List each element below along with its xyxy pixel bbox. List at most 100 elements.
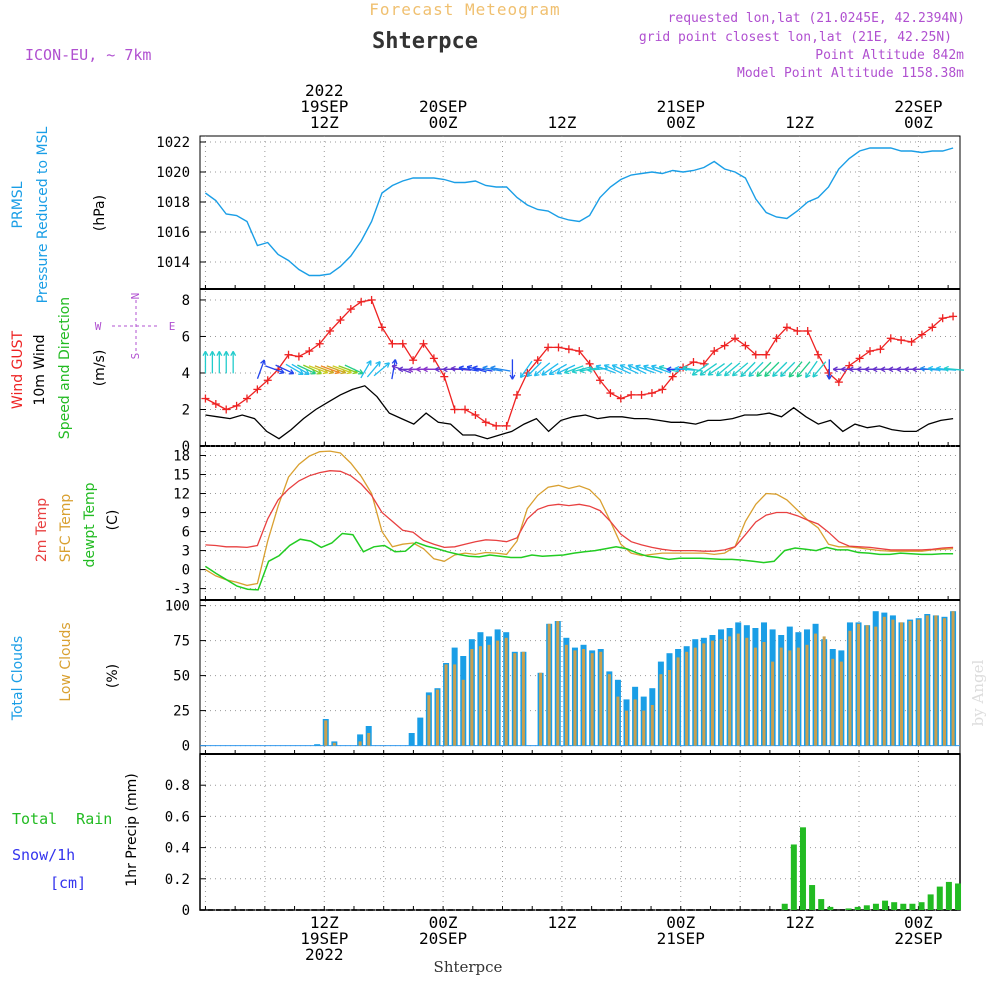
wind-arrow-head bbox=[888, 366, 894, 370]
pressure-label-prmsl: PRMSL bbox=[10, 181, 26, 228]
y-tick-label: 3 bbox=[182, 544, 190, 560]
wind-arrow-head bbox=[896, 368, 902, 373]
wind-arrow bbox=[297, 364, 316, 375]
low-cloud-bar bbox=[513, 653, 517, 746]
rain-bar bbox=[790, 844, 797, 910]
wind-arrow-head bbox=[659, 364, 665, 368]
wind-arrow-head bbox=[935, 365, 942, 370]
wind-arrow-head bbox=[772, 371, 775, 377]
top-time-label: 2022 bbox=[305, 81, 344, 100]
wind-arrow bbox=[724, 362, 741, 377]
low-cloud-bar bbox=[710, 640, 714, 746]
wind-arrow-head bbox=[472, 365, 478, 369]
wind-arrow-head bbox=[740, 371, 744, 377]
top-time-label: 12Z bbox=[310, 113, 339, 132]
temp-label-dewpt: dewpt Temp bbox=[82, 482, 98, 567]
wind-arrow-head bbox=[920, 365, 926, 370]
rain-bar bbox=[872, 903, 879, 910]
wind-arrow-head bbox=[796, 371, 799, 378]
wind-arrow-head bbox=[398, 368, 404, 373]
wind-arrow-head bbox=[442, 368, 448, 373]
wind-label-10m: 10m Wind bbox=[32, 334, 48, 405]
wind-arrow-head bbox=[635, 365, 640, 371]
compass-south: S bbox=[129, 353, 142, 360]
low-cloud-bar bbox=[358, 741, 362, 746]
wind-arrow-head bbox=[904, 368, 910, 373]
low-cloud-bar bbox=[762, 642, 766, 746]
temp-labels: 2m Temp SFC Temp dewpt Temp (C) bbox=[34, 482, 121, 567]
wind-arrow-head bbox=[896, 366, 902, 370]
wind-arrow-head bbox=[748, 374, 754, 378]
wind-arrow bbox=[520, 360, 533, 378]
precip-label-cm: [cm] bbox=[50, 874, 86, 892]
low-cloud-bar bbox=[633, 699, 637, 746]
wind-arrow bbox=[564, 365, 584, 374]
y-tick-label: 75 bbox=[173, 634, 190, 650]
wind-arrow-head bbox=[232, 351, 237, 357]
wind-arrow-head bbox=[587, 369, 593, 373]
y-tick-label: 1022 bbox=[156, 135, 190, 151]
wind-arrow-head bbox=[392, 364, 398, 367]
wind-arrow bbox=[651, 365, 671, 374]
grid-lines bbox=[200, 136, 960, 911]
wind-arrow-head bbox=[280, 368, 285, 374]
wind-arrow bbox=[472, 366, 493, 372]
low-cloud-bar bbox=[685, 651, 689, 746]
wind-arrow bbox=[458, 366, 479, 372]
y-tick-label: 100 bbox=[165, 599, 190, 615]
wind-arrow-head bbox=[279, 372, 285, 375]
rain-bar bbox=[799, 827, 806, 910]
wind-arrow-head bbox=[541, 373, 547, 376]
y-tick-label: 25 bbox=[173, 704, 190, 720]
low-cloud-bar bbox=[900, 622, 904, 746]
low-cloud-bar bbox=[625, 710, 629, 746]
wind-arrow-head bbox=[520, 374, 526, 379]
low-cloud-bar bbox=[779, 647, 783, 746]
top-time-label: 00Z bbox=[666, 113, 695, 132]
panel-frame bbox=[199, 445, 961, 601]
wind-arrow-head bbox=[482, 367, 488, 372]
wind-arrow bbox=[548, 363, 567, 375]
low-cloud-bar bbox=[453, 664, 457, 746]
wind-arrow-head bbox=[346, 372, 352, 375]
top-time-label: 22SEP bbox=[894, 97, 942, 116]
wind-arrow bbox=[338, 365, 358, 374]
wind-arrow-head bbox=[230, 351, 234, 357]
wind-arrow-head bbox=[415, 368, 421, 373]
top-time-label: 19SEP bbox=[300, 97, 348, 116]
wind-arrow bbox=[256, 359, 265, 379]
low-cloud-bar bbox=[891, 619, 895, 746]
precip-labels: Total Rain Snow/1h [cm] 1hr Precip (mm) bbox=[12, 773, 140, 892]
wind-arrow-head bbox=[564, 372, 570, 375]
wind-arrow bbox=[612, 364, 631, 375]
dewpt-line bbox=[204, 532, 954, 591]
cloud-label-low: Low Clouds bbox=[58, 622, 74, 701]
wind-arrow-head bbox=[415, 366, 421, 370]
wind-arrow bbox=[604, 364, 623, 375]
wind-arrow-head bbox=[422, 366, 428, 370]
wind-arrow-head bbox=[563, 368, 569, 374]
wind-arrow-head bbox=[526, 374, 533, 378]
wind-arrow-head bbox=[700, 373, 706, 376]
y-tick-label: 0.4 bbox=[165, 841, 190, 857]
wind-arrow-head bbox=[848, 368, 854, 373]
gust-line bbox=[205, 299, 954, 427]
wind-arrow-head bbox=[826, 374, 830, 380]
wind-arrow-head bbox=[872, 366, 878, 370]
wind-arrow-head bbox=[533, 370, 537, 376]
wind-arrow-head bbox=[724, 374, 730, 377]
low-cloud-bar bbox=[590, 653, 594, 746]
low-cloud-bar bbox=[607, 674, 611, 746]
wind-arrow-head bbox=[328, 372, 334, 375]
wind-arrow-head bbox=[731, 370, 735, 376]
low-cloud-bar bbox=[805, 644, 809, 746]
wind-arrow-head bbox=[611, 364, 616, 370]
wind-arrow-head bbox=[290, 369, 295, 374]
header-requested: requested lon,lat (21.0245E, 42.2394N) bbox=[668, 11, 965, 26]
wind-arrow-head bbox=[472, 367, 478, 372]
wind-arrow-head bbox=[571, 371, 578, 374]
cloud-label-unit: (%) bbox=[105, 664, 121, 688]
wind-arrow-head bbox=[716, 370, 720, 376]
precip-label-total-rain: Total Rain bbox=[12, 810, 112, 828]
